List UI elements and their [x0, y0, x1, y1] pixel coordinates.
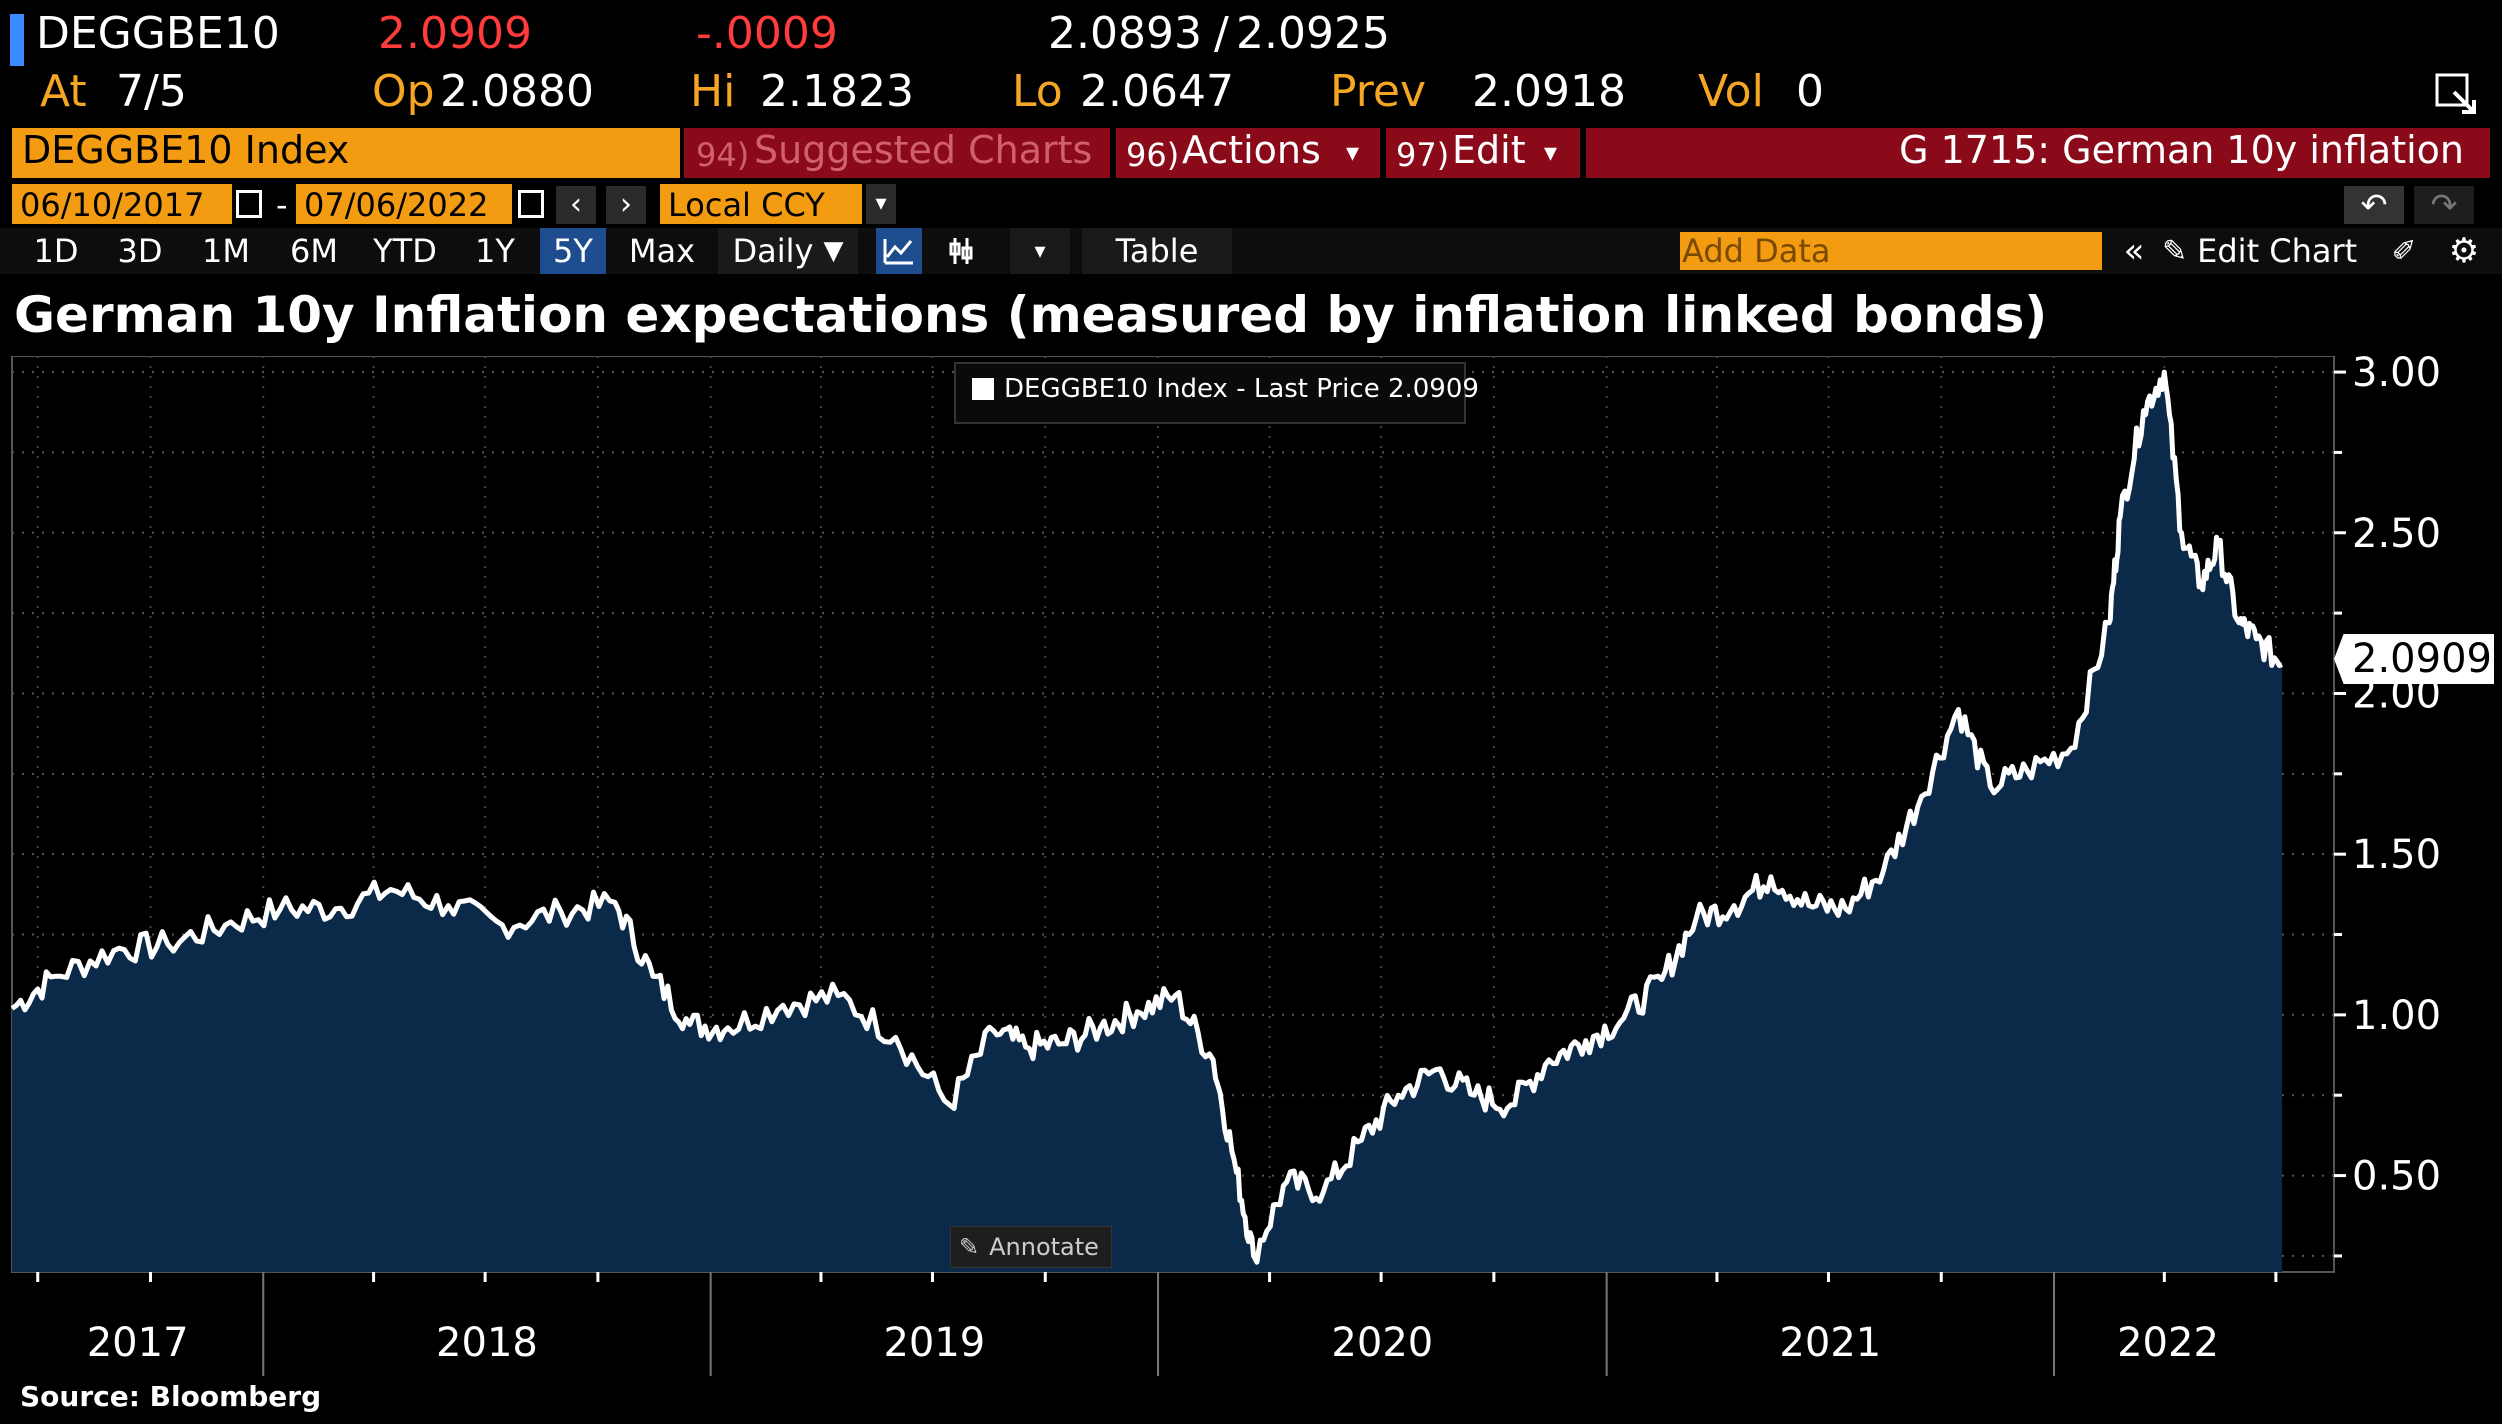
currency-dropdown-icon[interactable]: ▾	[866, 184, 896, 224]
x-year-label: 2017	[87, 1320, 189, 1366]
source-label: Source: Bloomberg	[20, 1380, 322, 1413]
y-tick-label: 0.50	[2352, 1154, 2441, 1200]
candlestick-icon[interactable]	[938, 228, 984, 274]
series-area	[12, 372, 2282, 1273]
annotate-label: Annotate	[989, 1233, 1099, 1261]
chart-id-label: G 1715: German 10y inflation	[1899, 128, 2464, 172]
add-data-input[interactable]	[1680, 232, 2102, 270]
last-value-label: 2.0909	[2352, 636, 2492, 682]
suggested-charts-label: Suggested Charts	[754, 128, 1093, 172]
frequency-select[interactable]: Daily ▼	[718, 228, 858, 274]
period-button-5y[interactable]: 5Y	[540, 228, 606, 274]
forward-arrow-icon[interactable]: ›	[606, 186, 646, 224]
net-change: -.0009	[696, 8, 838, 59]
start-calendar-icon[interactable]	[236, 190, 262, 218]
actions-button[interactable]	[1116, 128, 1380, 178]
back-arrow-icon[interactable]: ‹	[556, 186, 596, 224]
chart-id-bar	[1586, 128, 2490, 178]
x-year-label: 2018	[436, 1320, 538, 1366]
suggested-charts-number: 94)	[696, 136, 750, 174]
frequency-label: Daily	[732, 232, 814, 270]
edit-button[interactable]	[1386, 128, 1580, 178]
y-tick-label: 2.50	[2352, 511, 2441, 557]
end-calendar-icon[interactable]	[518, 190, 544, 218]
edit-chart-button[interactable]: ✎ Edit Chart	[2162, 228, 2372, 274]
at-label: At	[40, 66, 87, 117]
period-button-1d[interactable]: 1D	[33, 232, 79, 270]
last-value-tag	[2334, 634, 2494, 684]
x-year-label: 2022	[2117, 1320, 2219, 1366]
ticker-marker	[10, 14, 24, 66]
redo-icon[interactable]: ↷	[2414, 186, 2474, 224]
security-label: DEGGBE10 Index	[22, 128, 350, 172]
series-line	[10, 369, 2283, 1265]
edit-dropdown-icon: ▾	[1544, 138, 1558, 168]
chart-title: German 10y Inflation expectations (measu…	[14, 286, 2048, 344]
frequency-dropdown-icon: ▼	[823, 236, 844, 266]
x-axis: 2017 2018 2019 2020 2021 2022	[36, 1272, 2278, 1376]
actions-dropdown-icon: ▾	[1346, 138, 1360, 168]
end-date-field[interactable]	[296, 184, 512, 224]
period-button-1y[interactable]: 1Y	[475, 232, 515, 270]
y-axis: 3.002.502.001.501.000.50	[2334, 356, 2441, 1258]
suggested-charts-button[interactable]	[684, 128, 1110, 178]
prev-value: 2.0918	[1472, 66, 1626, 117]
draw-icon[interactable]: ✐	[2391, 233, 2417, 269]
legend-swatch	[972, 378, 994, 400]
currency-select[interactable]	[660, 184, 862, 224]
start-date: 06/10/2017	[20, 186, 205, 224]
bid-price: 2.0893	[1048, 8, 1202, 59]
currency-label: Local CCY	[668, 186, 825, 224]
open-label: Op	[372, 66, 435, 117]
settings-gear-icon[interactable]: ⚙	[2448, 231, 2480, 271]
y-tick-label: 1.00	[2352, 993, 2441, 1039]
ticker-symbol: DEGGBE10	[36, 8, 280, 59]
period-button-1m[interactable]: 1M	[202, 232, 250, 270]
last-price: 2.0909	[378, 8, 532, 59]
period-button-3d[interactable]: 3D	[117, 232, 163, 270]
edit-label: Edit	[1452, 128, 1526, 172]
undo-icon[interactable]: ↶	[2344, 186, 2404, 224]
line-chart-icon[interactable]	[876, 228, 922, 274]
add-data-placeholder: Add Data	[1682, 232, 1831, 270]
actions-label: Actions	[1182, 128, 1321, 172]
security-field[interactable]	[12, 128, 680, 178]
y-tick-label: 1.50	[2352, 832, 2441, 878]
open-value: 2.0880	[440, 66, 594, 117]
annotate-pencil-icon: ✎	[959, 1233, 980, 1261]
edit-chart-label: Edit Chart	[2197, 232, 2358, 270]
x-year-label: 2020	[1331, 1320, 1433, 1366]
prev-label: Prev	[1330, 66, 1426, 117]
edit-number: 97)	[1396, 136, 1450, 174]
annotate-button[interactable]: ✎ Annotate	[950, 1226, 1112, 1268]
period-button-ytd[interactable]: YTD	[373, 232, 437, 270]
date-separator: -	[276, 186, 288, 224]
legend-label: DEGGBE10 Index - Last Price 2.0909	[1004, 374, 1479, 404]
high-value: 2.1823	[760, 66, 914, 117]
chart-area: 3.002.502.001.501.000.50 2017 2018 2019 202…	[10, 356, 2441, 1376]
low-label: Lo	[1012, 66, 1063, 117]
high-label: Hi	[690, 66, 736, 117]
expand-icon[interactable]	[2434, 72, 2478, 116]
bid-ask-separator: /	[1214, 8, 1229, 59]
period-button-6m[interactable]: 6M	[290, 232, 338, 270]
start-date-field[interactable]	[12, 184, 232, 224]
y-tick-label: 3.00	[2352, 356, 2441, 396]
collapse-icon[interactable]: «	[2123, 231, 2145, 271]
chart-type-dropdown-icon[interactable]: ▾	[1010, 228, 1070, 274]
pencil-icon: ✎	[2162, 233, 2188, 269]
table-button[interactable]: Table	[1082, 228, 1232, 274]
low-value: 2.0647	[1080, 66, 1234, 117]
period-button-max[interactable]: Max	[628, 232, 696, 270]
volume-label: Vol	[1698, 66, 1764, 117]
legend-box	[954, 362, 1466, 424]
x-year-label: 2021	[1779, 1320, 1881, 1366]
end-date: 07/06/2022	[304, 186, 489, 224]
x-year-label: 2019	[883, 1320, 985, 1366]
volume-value: 0	[1796, 66, 1824, 117]
table-label: Table	[1115, 232, 1199, 270]
ask-price: 2.0925	[1236, 8, 1390, 59]
at-value: 7/5	[116, 66, 187, 117]
actions-number: 96)	[1126, 136, 1180, 174]
